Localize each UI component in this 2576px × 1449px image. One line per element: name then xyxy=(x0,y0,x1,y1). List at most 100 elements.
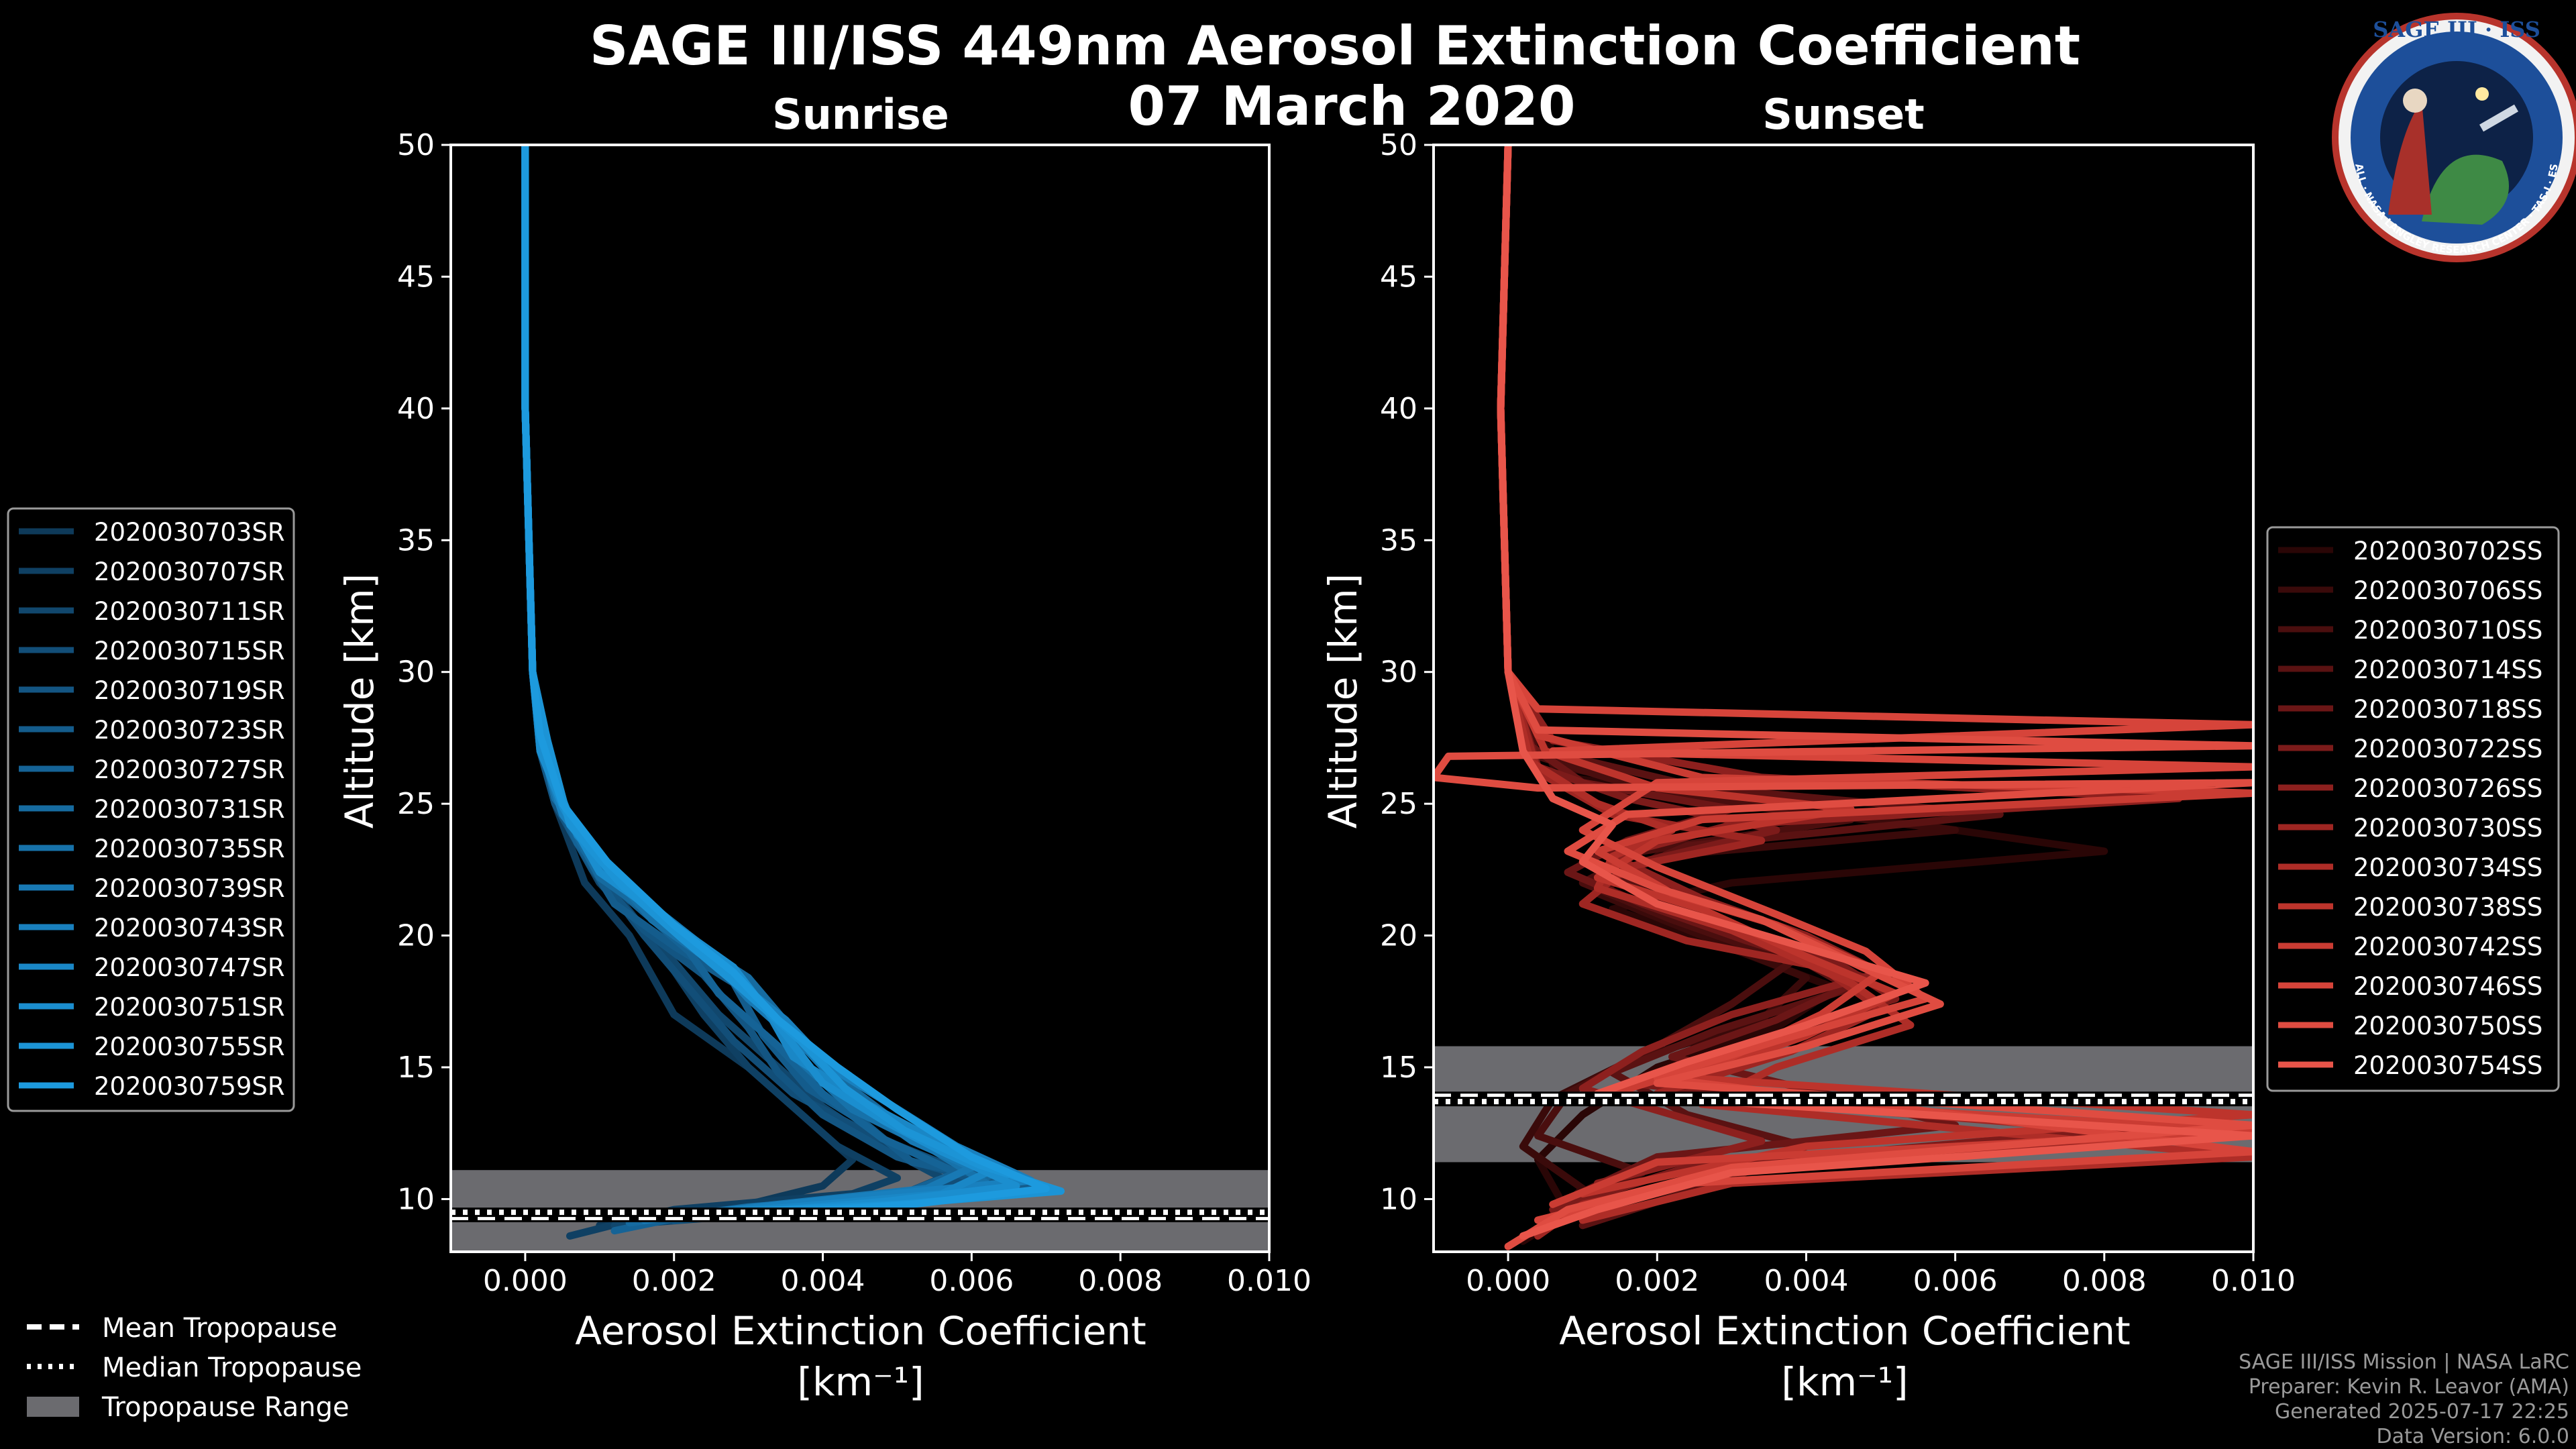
sunrise-legend-label-2020030755SR: 2020030755SR xyxy=(94,1032,285,1061)
sunset-y-tick-label-5: 35 xyxy=(1380,523,1417,557)
sunrise-y-tick-label-0: 10 xyxy=(397,1182,435,1216)
logo-figure-head-icon xyxy=(2403,89,2427,113)
sunrise-y-tick-label-4: 30 xyxy=(397,655,435,690)
sunset-legend-label-2020030702SS: 2020030702SS xyxy=(2353,537,2542,566)
sunset-x-tick-label-2: 0.004 xyxy=(1764,1264,1848,1298)
sunset-legend-label-2020030730SS: 2020030730SS xyxy=(2353,814,2542,843)
sunset-legend-items: 2020030702SS 2020030706SS 2020030710SS 2020… xyxy=(2278,537,2542,1080)
sunset-legend-label-2020030734SS: 2020030734SS xyxy=(2353,853,2542,882)
sunrise-legend-label-2020030735SR: 2020030735SR xyxy=(94,835,285,863)
tropopause-range-label: Tropopause Range xyxy=(101,1392,350,1423)
sunrise-x-tick-label-0: 0.000 xyxy=(483,1264,568,1298)
sunset-x-tick-label-4: 0.008 xyxy=(2062,1264,2147,1298)
sunrise-series-2020030759SR xyxy=(521,145,1050,1219)
sunset-x-tick-label-0: 0.000 xyxy=(1466,1264,1550,1298)
sunrise-x-tick-label-2: 0.004 xyxy=(781,1264,865,1298)
sunset-x-tick-label-1: 0.002 xyxy=(1615,1264,1699,1298)
credits-mission: SAGE III/ISS Mission | NASA LaRC xyxy=(2239,1350,2569,1374)
sunrise-legend-label-2020030747SR: 2020030747SR xyxy=(94,953,285,982)
credits: SAGE III/ISS Mission | NASA LaRC Prepare… xyxy=(2239,1350,2569,1448)
sunset-axes-frame xyxy=(1432,144,2255,1253)
sunset-y-tick-label-2: 20 xyxy=(1380,919,1417,953)
sunset-y-tick-label-1: 15 xyxy=(1380,1051,1417,1085)
tropopause-legend: Mean Tropopause Median Tropopause Tropop… xyxy=(27,1313,362,1423)
sunrise-legend-label-2020030731SR: 2020030731SR xyxy=(94,795,285,824)
sunset-legend-label-2020030706SS: 2020030706SS xyxy=(2353,576,2542,605)
sunset-x-label: Aerosol Extinction Coefficient xyxy=(1559,1308,2131,1354)
sunrise-legend-label-2020030751SR: 2020030751SR xyxy=(94,993,285,1022)
sunrise-legend-label-2020030707SR: 2020030707SR xyxy=(94,557,285,586)
sunset-legend-label-2020030710SS: 2020030710SS xyxy=(2353,616,2542,645)
sunrise-y-tick-label-5: 35 xyxy=(397,523,435,557)
sunset-legend-label-2020030738SS: 2020030738SS xyxy=(2353,893,2542,922)
sunrise-axes-frame xyxy=(449,144,1271,1253)
sunset-y-tick-label-8: 50 xyxy=(1380,128,1417,162)
sunrise-x-units: [km⁻¹] xyxy=(797,1359,924,1405)
sunrise-x-label: Aerosol Extinction Coefficient xyxy=(575,1308,1146,1354)
sunrise-legend-label-2020030723SR: 2020030723SR xyxy=(94,716,285,745)
logo-figure-icon xyxy=(2388,101,2432,215)
sunrise-x-tick-label-1: 0.002 xyxy=(632,1264,716,1298)
sunset-y-tick-label-6: 40 xyxy=(1380,392,1417,426)
sunrise-legend-label-2020030703SR: 2020030703SR xyxy=(94,518,285,547)
sunset-y-tick-label-4: 30 xyxy=(1380,655,1417,690)
sunrise-y-tick-label-7: 45 xyxy=(397,260,435,294)
sunset-legend-label-2020030714SS: 2020030714SS xyxy=(2353,655,2542,684)
sunrise-panel: Sunrise 0.000 0.002 0.004 0.006 0.008 0.010 10… xyxy=(337,90,1311,1405)
sunrise-x-tick-label-4: 0.008 xyxy=(1078,1264,1163,1298)
sunset-series-2020030726SS xyxy=(1497,145,2183,1187)
sunrise-legend: 2020030703SR 2020030707SR 2020030711SR 2020… xyxy=(7,507,295,1112)
sunset-y-tick-label-0: 10 xyxy=(1380,1182,1417,1216)
sunrise-legend-frame xyxy=(7,507,295,1112)
sunrise-plot-area: 0.000 0.002 0.004 0.006 0.008 0.010 10 15 20 25 30… xyxy=(397,128,1311,1298)
mean-tropopause-label: Mean Tropopause xyxy=(102,1313,337,1344)
logo-star-icon xyxy=(2475,87,2489,101)
sunset-legend-label-2020030718SS: 2020030718SS xyxy=(2353,695,2542,724)
sunset-legend-frame xyxy=(2266,526,2560,1092)
sunset-panel: Sunset 0.000 0.002 0.004 0.006 0.008 0.010 10 1… xyxy=(1320,90,2296,1405)
median-tropopause-label: Median Tropopause xyxy=(102,1352,362,1383)
sunset-legend-label-2020030750SS: 2020030750SS xyxy=(2353,1012,2542,1040)
sunrise-legend-label-2020030715SR: 2020030715SR xyxy=(94,637,285,665)
figure-title: SAGE III/ISS 449nm Aerosol Extinction Co… xyxy=(590,15,2080,77)
sunset-x-tick-label-3: 0.006 xyxy=(1913,1264,1998,1298)
sunrise-y-label: Altitude [km] xyxy=(337,574,382,828)
figure-date: 07 March 2020 xyxy=(1128,75,1575,138)
sunrise-legend-label-2020030711SR: 2020030711SR xyxy=(94,597,285,626)
credits-generated: Generated 2025-07-17 22:25 xyxy=(2275,1400,2569,1424)
sunrise-legend-items: 2020030703SR 2020030707SR 2020030711SR 2020… xyxy=(19,518,285,1101)
sunrise-y-tick-label-8: 50 xyxy=(397,128,435,162)
sunset-y-tick-label-3: 25 xyxy=(1380,787,1417,821)
sunrise-y-tick-label-1: 15 xyxy=(397,1051,435,1085)
sunrise-y-tick-label-3: 25 xyxy=(397,787,435,821)
sunrise-x-tick-label-3: 0.006 xyxy=(929,1264,1014,1298)
sunset-title: Sunset xyxy=(1762,90,1925,139)
sunset-y-tick-label-7: 45 xyxy=(1380,260,1417,294)
logo-earth-icon xyxy=(2422,154,2509,225)
sunrise-title: Sunrise xyxy=(772,90,949,139)
sunset-series-2020030754SS xyxy=(1497,145,2253,1240)
logo-station-icon xyxy=(2479,104,2518,132)
sunset-legend-label-2020030722SS: 2020030722SS xyxy=(2353,735,2542,763)
credits-data-version: Data Version: 6.0.0 xyxy=(2377,1425,2569,1448)
sunset-series-2020030750SS xyxy=(1434,145,2253,1250)
sunrise-legend-label-2020030739SR: 2020030739SR xyxy=(94,874,285,903)
sunrise-y-tick-label-6: 40 xyxy=(397,392,435,426)
credits-preparer: Preparer: Kevin R. Leavor (AMA) xyxy=(2249,1375,2569,1399)
logo-title: SAGE III · ISS xyxy=(2373,17,2540,42)
sunrise-x-tick-label-5: 0.010 xyxy=(1227,1264,1311,1298)
sunset-legend-label-2020030726SS: 2020030726SS xyxy=(2353,774,2542,803)
sunrise-legend-label-2020030759SR: 2020030759SR xyxy=(94,1072,285,1101)
sunset-legend-label-2020030746SS: 2020030746SS xyxy=(2353,972,2542,1001)
tropopause-range-swatch xyxy=(27,1397,79,1417)
sunset-legend-label-2020030742SS: 2020030742SS xyxy=(2353,932,2542,961)
sunrise-y-tick-label-2: 20 xyxy=(397,919,435,953)
sunset-y-label: Altitude [km] xyxy=(1320,574,1366,828)
sunset-legend-label-2020030754SS: 2020030754SS xyxy=(2353,1051,2542,1080)
sunset-plot-area: 0.000 0.002 0.004 0.006 0.008 0.010 10 15 20 25 30… xyxy=(1380,128,2296,1298)
sunset-legend: 2020030702SS 2020030706SS 2020030710SS 2020… xyxy=(2266,526,2560,1092)
sunset-x-units: [km⁻¹] xyxy=(1781,1359,1908,1405)
sunrise-legend-label-2020030719SR: 2020030719SR xyxy=(94,676,285,705)
sunrise-legend-label-2020030743SR: 2020030743SR xyxy=(94,914,285,943)
